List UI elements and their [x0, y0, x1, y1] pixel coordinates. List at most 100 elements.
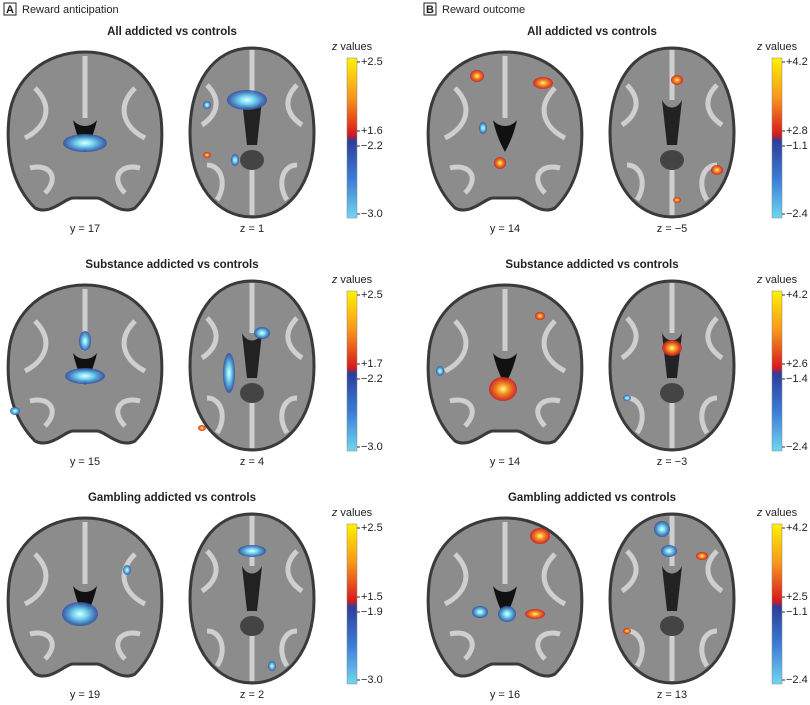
colorbar-tick-label: +4.2	[786, 56, 808, 68]
row-title: Gambling addicted vs controls	[508, 492, 676, 504]
activation	[671, 75, 683, 85]
colorbar-tick-label: −1.9	[361, 606, 383, 618]
row-title: All addicted vs controls	[527, 26, 657, 38]
legend-word: values	[765, 507, 797, 519]
activation	[268, 661, 276, 671]
axial-slice	[190, 281, 314, 450]
activation	[673, 197, 681, 203]
slice-label: y = 17	[70, 223, 100, 235]
activation	[79, 331, 91, 351]
panel-title: Reward anticipation	[22, 4, 119, 16]
axial-slice	[610, 281, 734, 450]
colorbar-tick-label: +4.2	[786, 522, 808, 534]
activation	[533, 77, 553, 89]
colorbar-tick-label: +1.6	[361, 125, 383, 137]
legend-symbol: z	[756, 274, 763, 286]
colorbar-tick-label: −1.4	[786, 373, 808, 385]
colorbar-tick-label: −3.0	[361, 441, 383, 453]
coronal-slice	[8, 285, 162, 443]
slice-label: y = 15	[70, 456, 100, 468]
coronal-slice	[8, 52, 162, 210]
activation	[494, 157, 506, 169]
activation	[238, 545, 266, 557]
panel-letter: A	[6, 4, 14, 16]
slice-label: z = 1	[240, 223, 264, 235]
activation	[711, 165, 723, 175]
legend-word: values	[765, 274, 797, 286]
colorbar-tick-label: +1.5	[361, 591, 383, 603]
colorbar	[771, 290, 783, 452]
colorbar-tick-label: +2.5	[361, 289, 383, 301]
legend-symbol: z	[331, 41, 338, 53]
panel-letter: B	[426, 4, 434, 16]
activation	[227, 90, 267, 110]
activation	[203, 152, 211, 158]
panel-title: Reward outcome	[442, 4, 525, 16]
slice-label: z = −3	[657, 456, 688, 468]
colorbar-tick-label: −2.4	[786, 674, 808, 686]
colorbar-tick-label: −1.1	[786, 140, 808, 152]
activation	[623, 395, 631, 401]
colorbar-tick-label: −2.4	[786, 441, 808, 453]
activation	[10, 407, 20, 415]
row-title: Substance addicted vs controls	[85, 259, 258, 271]
slice-label: y = 14	[490, 223, 520, 235]
slice-label: z = −5	[657, 223, 688, 235]
activation	[525, 609, 545, 619]
colorbar	[346, 57, 358, 219]
coronal-slice	[428, 518, 582, 676]
slice-label: z = 13	[657, 689, 687, 701]
activation	[535, 312, 545, 320]
activation	[254, 327, 270, 339]
colorbar-tick-label: +4.2	[786, 289, 808, 301]
colorbar	[771, 523, 783, 685]
activation	[479, 122, 487, 134]
legend-title: z values	[331, 507, 373, 519]
colorbar-tick-label: −2.2	[361, 140, 383, 152]
legend-symbol: z	[331, 507, 338, 519]
slice-label: y = 16	[490, 689, 520, 701]
colorbar	[346, 523, 358, 685]
coronal-slice	[8, 518, 162, 676]
row-title: Gambling addicted vs controls	[88, 492, 256, 504]
activation	[696, 552, 708, 560]
colorbar-tick-label: +2.5	[786, 591, 808, 603]
legend-title: z values	[331, 41, 373, 53]
colorbar-tick-label: −2.2	[361, 373, 383, 385]
activation	[231, 154, 239, 166]
activation	[223, 353, 235, 393]
colorbar-tick-label: −1.1	[786, 606, 808, 618]
colorbar	[346, 290, 358, 452]
legend-word: values	[340, 41, 372, 53]
activation	[654, 521, 670, 537]
legend-title: z values	[331, 274, 373, 286]
slice-label: z = 4	[240, 456, 264, 468]
colorbar-tick-label: −3.0	[361, 208, 383, 220]
activation	[65, 368, 105, 384]
axial-slice	[610, 48, 734, 217]
panel-letter-box	[423, 2, 437, 16]
activation	[489, 377, 517, 401]
activation	[63, 134, 107, 152]
activation	[661, 545, 677, 557]
colorbar-tick-label: +2.6	[786, 358, 808, 370]
colorbar-tick-label: −3.0	[361, 674, 383, 686]
activation	[203, 101, 211, 109]
coronal-slice	[428, 52, 582, 210]
panel-letter-box	[3, 2, 17, 16]
activation	[123, 565, 131, 575]
row-title: All addicted vs controls	[107, 26, 237, 38]
legend-title: z values	[756, 41, 798, 53]
slice-label: y = 19	[70, 689, 100, 701]
legend-word: values	[340, 507, 372, 519]
activation	[662, 340, 682, 356]
slice-label: y = 14	[490, 456, 520, 468]
legend-title: z values	[756, 507, 798, 519]
colorbar-tick-label: +2.8	[786, 125, 808, 137]
activation	[472, 606, 488, 618]
activation	[623, 628, 631, 634]
row-title: Substance addicted vs controls	[505, 259, 678, 271]
activation	[530, 528, 550, 544]
activation	[498, 606, 516, 622]
